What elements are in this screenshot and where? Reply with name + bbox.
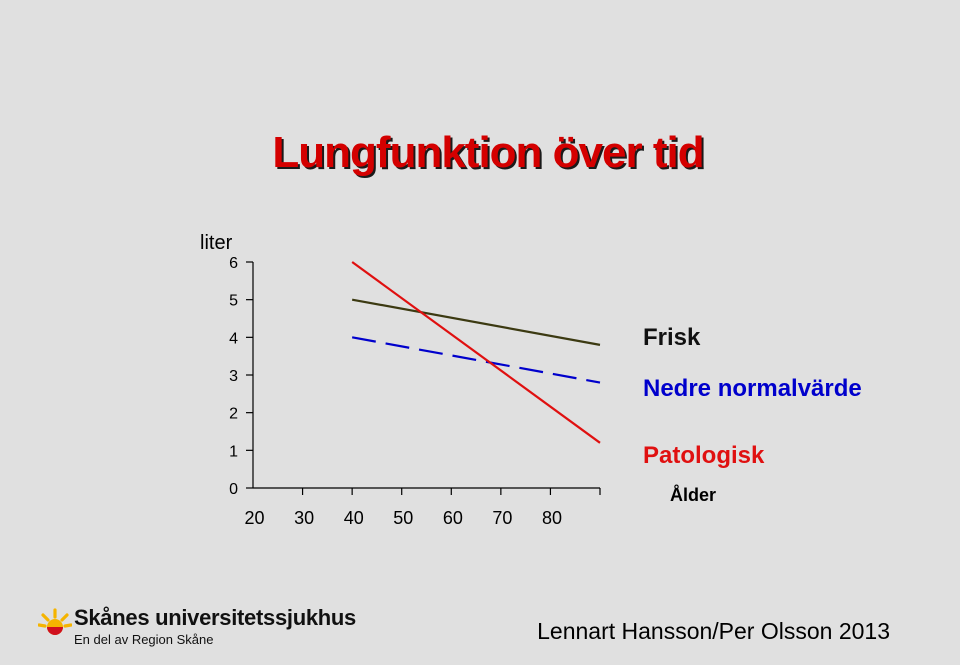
page-title: Lungfunktion över tid [272, 128, 704, 177]
legend-nedre-normalvarde: Nedre normalvärde [643, 375, 862, 402]
y-tick-label: 0 [229, 481, 238, 498]
lung-function-chart: 0 1 2 3 4 5 6 20 30 40 50 60 70 80 liter Ålder [200, 232, 716, 528]
sun-logo-icon [38, 608, 72, 635]
y-tick-label: 2 [229, 406, 238, 423]
x-axis-label: Ålder [670, 485, 716, 505]
logo-name: Skånes universitetssjukhus [74, 605, 356, 630]
series-line-2 [351, 336, 601, 384]
x-tick-label: 50 [393, 508, 413, 528]
x-tick-label: 80 [542, 508, 562, 528]
x-tick-label: 70 [492, 508, 512, 528]
x-tick-label: 20 [245, 508, 265, 528]
x-tick-label: 30 [294, 508, 314, 528]
y-tick-label: 6 [229, 255, 238, 272]
legend-patologisk: Patologisk [643, 442, 765, 469]
y-tick-label: 3 [229, 368, 238, 385]
x-tick-label: 40 [344, 508, 364, 528]
x-tick-label: 60 [443, 508, 463, 528]
series-line-3 [351, 261, 601, 444]
logo-subtitle: En del av Region Skåne [74, 632, 214, 647]
credit-text: Lennart Hansson/Per Olsson 2013 [537, 618, 890, 644]
y-tick-label: 5 [229, 293, 238, 310]
skanes-logo: Skånes universitetssjukhus En del av Reg… [38, 605, 356, 652]
chart-series [351, 261, 601, 444]
chart-axes [252, 262, 600, 489]
y-tick-label: 1 [229, 443, 238, 460]
y-tick-label: 4 [229, 330, 238, 347]
chart-ticks: 0 1 2 3 4 5 6 20 30 40 50 60 70 80 [229, 255, 601, 528]
y-axis-label: liter [200, 232, 233, 254]
legend-frisk: Frisk [643, 324, 701, 351]
series-line-1 [351, 298, 601, 346]
